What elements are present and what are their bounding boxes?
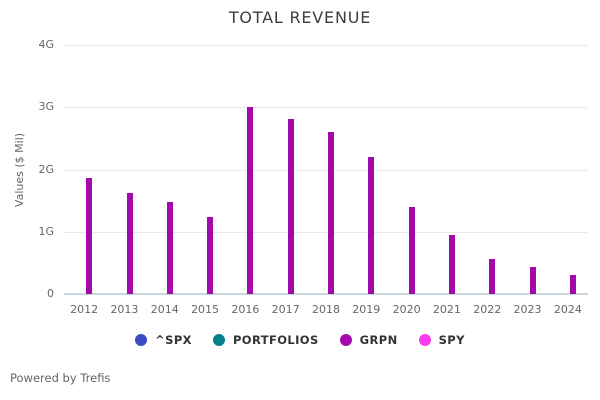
gridline-1g (64, 231, 588, 233)
legend-label-grpn: GRPN (359, 333, 398, 347)
x-tick-2013: 2013 (110, 303, 139, 316)
bar-grpn-2021[interactable] (448, 234, 455, 294)
bar-grpn-2023[interactable] (529, 266, 536, 294)
bar-grpn-2016[interactable] (247, 107, 254, 294)
gridline-4g (64, 45, 588, 46)
x-tick-2016: 2016 (231, 303, 260, 316)
x-tick-2020: 2020 (392, 303, 421, 316)
gridline-3g (64, 107, 588, 109)
legend-item-spx[interactable]: ^SPX (135, 333, 192, 347)
bar-grpn-2015[interactable] (207, 217, 214, 294)
bar-grpn-2014[interactable] (166, 202, 173, 294)
legend-item-grpn[interactable]: GRPN (339, 333, 398, 347)
bar-grpn-2018[interactable] (328, 132, 335, 294)
legend-dot-icon-portfolios (212, 334, 225, 346)
y-tick-4g: 4G (38, 38, 54, 51)
legend-item-portfolios[interactable]: PORTFOLIOS (212, 333, 319, 347)
y-tick-0: 0 (47, 287, 54, 300)
x-tick-2023: 2023 (513, 303, 542, 316)
legend-dot-icon-spy (418, 334, 431, 346)
x-tick-2022: 2022 (473, 303, 502, 316)
x-tick-2015: 2015 (191, 303, 220, 316)
bar-grpn-2012[interactable] (86, 178, 93, 294)
x-tick-2017: 2017 (271, 303, 300, 316)
x-tick-2014: 2014 (150, 303, 179, 316)
bar-grpn-2013[interactable] (126, 192, 133, 294)
chart-title: TOTAL REVENUE (228, 8, 372, 27)
x-tick-2018: 2018 (311, 303, 340, 316)
legend-label-spy: SPY (438, 333, 465, 347)
y-tick-1g: 1G (38, 224, 54, 238)
powered-by-text: Powered by Trefis (10, 371, 111, 385)
bar-grpn-2017[interactable] (287, 119, 294, 294)
x-tick-2019: 2019 (352, 303, 381, 316)
legend-dot-icon-grpn (339, 334, 352, 346)
bar-grpn-2022[interactable] (489, 258, 496, 294)
x-axis-line (64, 293, 588, 295)
bar-grpn-2020[interactable] (408, 206, 415, 294)
x-tick-2024: 2024 (553, 303, 582, 316)
x-tick-2012: 2012 (70, 303, 99, 316)
plot-area (64, 45, 588, 295)
bar-grpn-2024[interactable] (569, 274, 576, 294)
y-tick-3g: 3G (38, 100, 54, 114)
bar-grpn-2019[interactable] (368, 157, 375, 294)
legend-dot-icon-spx (135, 334, 148, 346)
x-tick-2021: 2021 (432, 303, 461, 316)
legend-label-portfolios: PORTFOLIOS (232, 333, 319, 347)
legend: ^SPX PORTFOLIOS GRPN SPY (0, 333, 600, 347)
legend-item-spy[interactable]: SPY (418, 333, 465, 347)
y-tick-2g: 2G (38, 162, 54, 176)
gridline-2g (64, 169, 588, 171)
legend-label-spx: ^SPX (155, 333, 192, 347)
